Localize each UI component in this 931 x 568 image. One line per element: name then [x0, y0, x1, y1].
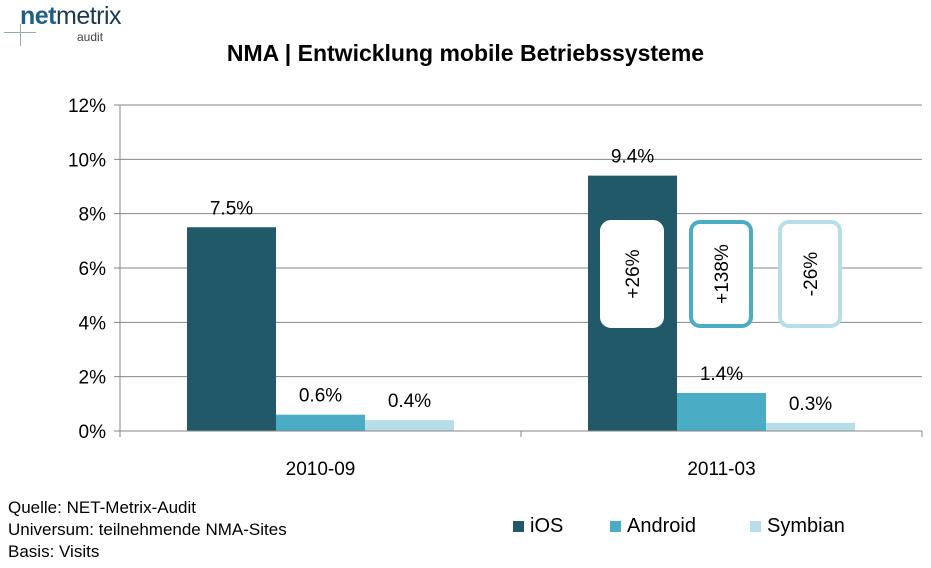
annotation-box [778, 220, 842, 328]
logo-crosshair-vertical [20, 24, 21, 46]
bar [276, 414, 365, 431]
legend-item-symbian: Symbian [750, 515, 845, 538]
y-tick-label: 2% [79, 368, 107, 389]
data-label: 0.4% [388, 391, 431, 412]
y-tick-label: 10% [68, 150, 106, 171]
bar-chart: 0% 2% 4% 6% 8% 10% 12% 2010-09 2011-03 7.5% 9.4% 0.… [68, 96, 923, 480]
annotation-label: +138% [712, 244, 733, 304]
chart-title: NMA | Entwicklung mobile Betriebssysteme [226, 40, 705, 66]
y-tick-label: 8% [79, 205, 107, 226]
x-tick-label: 2011-03 [687, 459, 755, 480]
data-label: 0.6% [299, 386, 342, 407]
annotation-label: -26% [801, 252, 822, 296]
annotation-label: +26% [623, 249, 644, 298]
bar [677, 392, 766, 431]
legend-swatch [610, 521, 621, 532]
annotation-box [600, 220, 664, 328]
legend-swatch [750, 521, 761, 532]
legend-label: Symbian [767, 515, 845, 537]
netmetrix-logo: netmetrix audit [4, 2, 144, 52]
bar [766, 422, 855, 431]
logo-wordmark: netmetrix [20, 2, 122, 30]
legend-swatch [513, 521, 524, 532]
y-tick-label: 6% [79, 259, 107, 280]
universe-line: Universum: teilnehmende NMA-Sites [8, 520, 287, 539]
basis-line: Basis: Visits [8, 542, 100, 561]
bar [187, 227, 276, 431]
data-label: 7.5% [210, 198, 253, 219]
logo-subtext: audit [77, 30, 104, 44]
bar [365, 420, 454, 431]
source-note: Quelle: NET-Metrix-Audit Universum: teil… [8, 497, 287, 563]
legend-item-ios: iOS [513, 515, 563, 538]
y-tick-label: 12% [68, 96, 106, 117]
data-label: 0.3% [789, 394, 832, 415]
data-label: 9.4% [611, 147, 654, 168]
y-tick-label: 0% [79, 422, 107, 443]
y-tick-label: 4% [79, 313, 107, 334]
legend-item-android: Android [610, 515, 696, 538]
legend-label: iOS [530, 515, 564, 537]
x-tick-label: 2010-09 [286, 459, 356, 480]
legend-label: Android [627, 515, 696, 537]
annotation-box [689, 220, 753, 328]
data-label: 1.4% [700, 364, 743, 385]
source-line: Quelle: NET-Metrix-Audit [8, 498, 196, 517]
